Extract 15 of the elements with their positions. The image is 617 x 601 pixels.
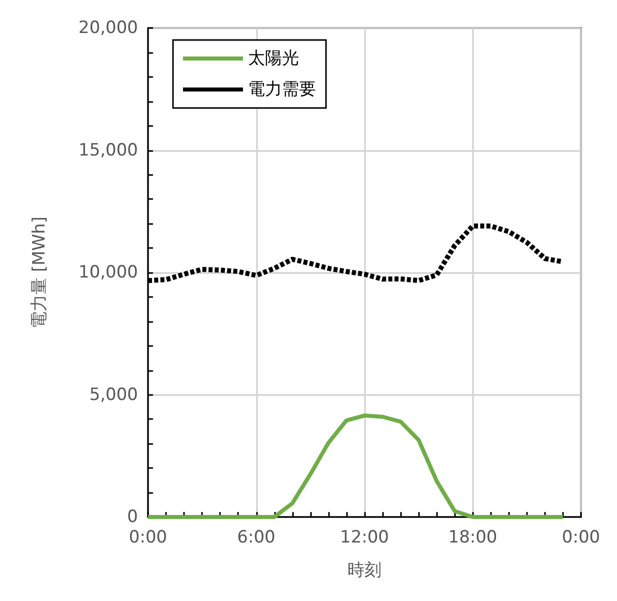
x-tick-label: 12:00 [340,528,389,548]
x-tick-label: 0:00 [128,528,168,548]
x-tick-label: 6:00 [237,528,276,548]
y-tick-label: 0 [127,507,138,527]
x-tick-label: 18:00 [448,528,498,548]
y-tick-label: 20,000 [78,18,138,38]
y-tick-label: 15,000 [78,140,138,160]
legend-label: 電力需要 [248,80,316,100]
y-tick-label: 10,000 [78,262,138,282]
y-tick-label: 5,000 [89,384,138,405]
x-axis-title: 時刻 [348,560,382,580]
line-series [146,414,565,519]
x-tick-label: 0:00 [562,528,600,548]
y-axis-title: 電力量 [MWh] [30,216,50,328]
legend-label: 太陽光 [248,48,299,68]
